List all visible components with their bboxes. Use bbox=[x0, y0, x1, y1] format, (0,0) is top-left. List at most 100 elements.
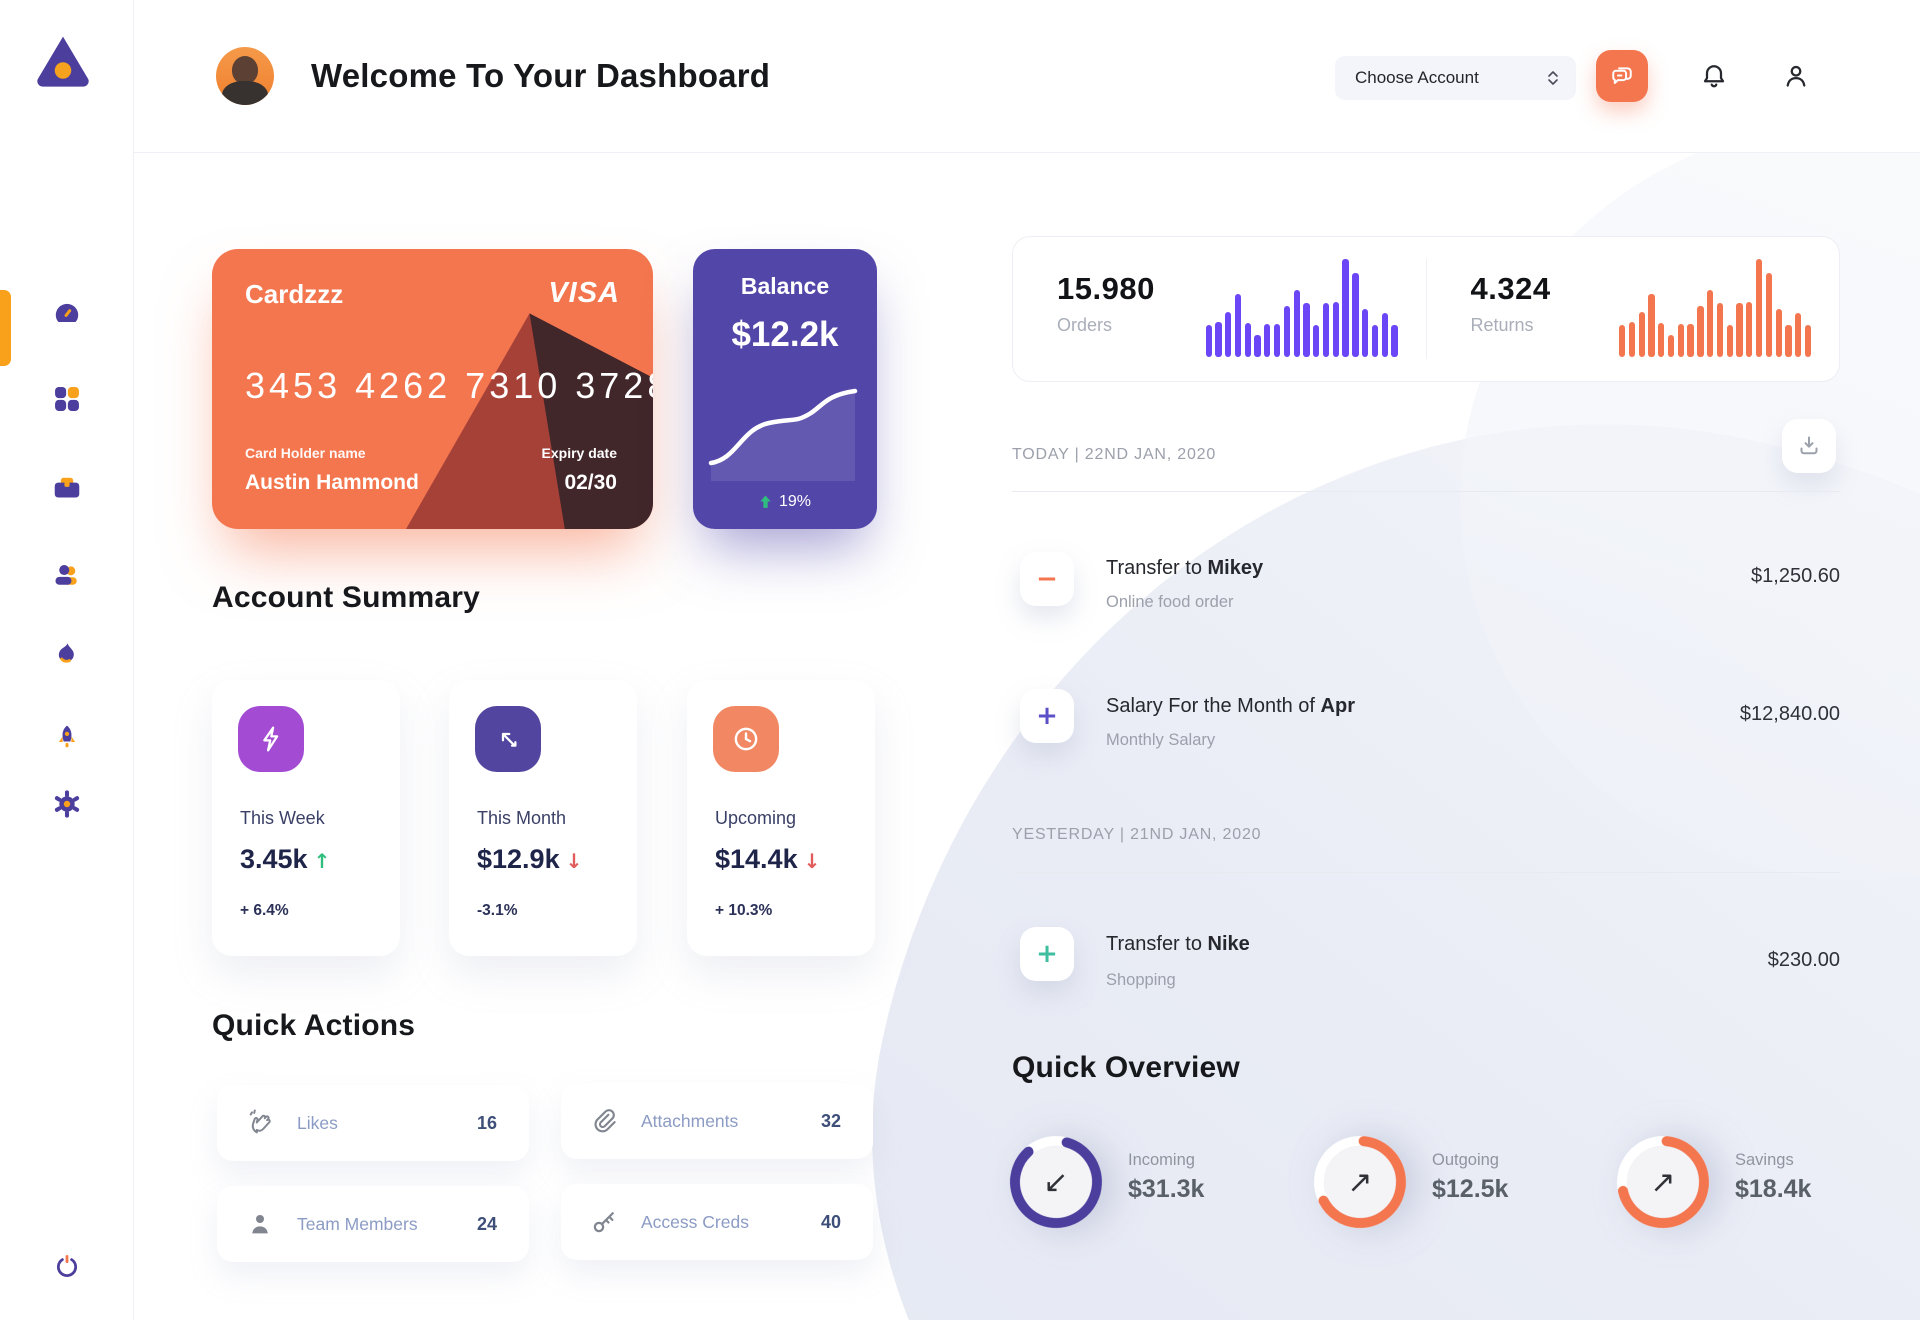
user-avatar[interactable] bbox=[216, 47, 274, 105]
tx-subtitle: Monthly Salary bbox=[1106, 731, 1216, 749]
clap-icon bbox=[249, 1109, 271, 1134]
card-number: 3453 4262 7310 3728 bbox=[245, 365, 653, 406]
flame-icon bbox=[58, 643, 74, 663]
sidebar bbox=[0, 0, 134, 1320]
quick-action-value: 16 bbox=[476, 1112, 497, 1133]
page-title: Welcome To Your Dashboard bbox=[311, 57, 771, 94]
download-icon bbox=[1800, 436, 1818, 455]
sidebar-item-projects[interactable] bbox=[43, 465, 91, 513]
quick-action-label: Team Members bbox=[297, 1213, 418, 1234]
summary-card-this-week[interactable]: This Week 3.45k ↑ + 6.4% bbox=[212, 680, 400, 956]
tx-amount: $230.00 bbox=[1767, 949, 1840, 971]
sidebar-item-settings[interactable] bbox=[43, 780, 91, 828]
top-header: Welcome To Your Dashboard Choose Account bbox=[134, 0, 1920, 153]
power-icon bbox=[56, 1255, 78, 1277]
summary-value: $12.9k ↓ bbox=[477, 844, 583, 874]
summary-card-upcoming[interactable]: Upcoming $14.4k ↓ + 10.3% bbox=[687, 680, 875, 956]
returns-bar-chart bbox=[1619, 259, 1812, 357]
apps-grid-icon bbox=[55, 387, 79, 411]
messages-button[interactable] bbox=[1596, 50, 1648, 102]
quick-action-attachments[interactable]: Attachments 32 bbox=[561, 1083, 873, 1159]
balance-change: 19% bbox=[693, 493, 877, 511]
tx-group-date-today: TODAY | 22ND JAN, 2020 bbox=[1012, 446, 1217, 463]
triangle-logo-icon bbox=[37, 36, 89, 87]
tx-title[interactable]: Transfer to Nike bbox=[1106, 933, 1250, 955]
summary-change: + 10.3% bbox=[715, 902, 773, 919]
tx-title[interactable]: Transfer to Mikey bbox=[1106, 557, 1264, 579]
balance-title: Balance bbox=[740, 273, 830, 299]
overview-value: $31.3k bbox=[1128, 1175, 1205, 1203]
tx-sign-tile: − bbox=[1020, 552, 1074, 606]
summary-change: -3.1% bbox=[477, 902, 518, 919]
quick-action-value: 32 bbox=[820, 1110, 841, 1131]
quick-action-value: 40 bbox=[820, 1211, 841, 1232]
account-summary-title: Account Summary bbox=[212, 581, 481, 614]
summary-label: This Week bbox=[240, 808, 325, 828]
profile-button[interactable] bbox=[1776, 56, 1816, 96]
account-select[interactable]: Choose Account bbox=[1335, 56, 1576, 100]
summary-card-this-month[interactable]: This Month $12.9k ↓ -3.1% bbox=[449, 680, 637, 956]
overview-label: Incoming bbox=[1128, 1151, 1195, 1169]
overview-value: $12.5k bbox=[1432, 1175, 1509, 1203]
quick-actions-title: Quick Actions bbox=[212, 1009, 416, 1042]
tx-title[interactable]: Salary For the Month of Apr bbox=[1106, 695, 1355, 717]
arrow-up-icon bbox=[760, 495, 771, 508]
tx-group-date-yesterday: YESTERDAY | 21ND JAN, 2020 bbox=[1012, 826, 1262, 843]
tx-amount: $12,840.00 bbox=[1739, 703, 1840, 725]
tx-amount: $1,250.60 bbox=[1751, 565, 1840, 587]
trend-icon bbox=[475, 706, 541, 772]
settings-gear-icon bbox=[54, 790, 80, 818]
notifications-button[interactable] bbox=[1694, 56, 1734, 96]
sidebar-item-dashboard[interactable] bbox=[43, 290, 91, 338]
quick-action-team-members[interactable]: Team Members 24 bbox=[217, 1186, 529, 1262]
summary-label: Upcoming bbox=[715, 808, 797, 828]
quick-action-label: Attachments bbox=[641, 1110, 739, 1131]
tx-subtitle: Shopping bbox=[1106, 971, 1176, 989]
sidebar-item-apps[interactable] bbox=[43, 375, 91, 423]
quick-action-access-creds[interactable]: Access Creds 40 bbox=[561, 1184, 873, 1260]
summary-value: 3.45k ↑ bbox=[240, 844, 331, 874]
card-holder-label: Card Holder name bbox=[245, 445, 366, 461]
tx-divider bbox=[1012, 491, 1840, 492]
credit-card[interactable]: Cardzzz VISA 3453 4262 7310 3728 Card Ho… bbox=[212, 249, 653, 529]
bolt-icon bbox=[238, 706, 304, 772]
overview-label: Outgoing bbox=[1432, 1151, 1499, 1169]
plus-icon: + bbox=[1036, 701, 1058, 731]
summary-change: + 6.4% bbox=[240, 902, 289, 919]
quick-action-label: Likes bbox=[297, 1112, 338, 1133]
sidebar-nav bbox=[0, 290, 134, 828]
sidebar-item-launch[interactable] bbox=[43, 715, 91, 763]
overview-label: Savings bbox=[1735, 1151, 1794, 1169]
summary-value: $14.4k ↓ bbox=[715, 844, 821, 874]
balance-card[interactable]: Balance $12.2k 19% bbox=[693, 249, 877, 529]
quick-action-likes[interactable]: Likes 16 bbox=[217, 1085, 529, 1161]
app-logo[interactable] bbox=[32, 30, 94, 92]
quick-action-label: Access Creds bbox=[641, 1211, 749, 1232]
quick-overview-title: Quick Overview bbox=[1012, 1051, 1240, 1084]
tx-divider bbox=[1012, 872, 1840, 873]
team-icon bbox=[55, 565, 77, 585]
orders-label: Orders bbox=[1057, 315, 1113, 335]
visa-logo: VISA bbox=[548, 277, 620, 309]
sidebar-item-team[interactable] bbox=[43, 552, 91, 600]
minus-icon: − bbox=[1036, 564, 1058, 594]
rocket-icon bbox=[58, 725, 76, 748]
returns-value: 4.324 bbox=[1470, 271, 1551, 306]
savings-ring: ↗ bbox=[1613, 1132, 1713, 1232]
arrow-down-left-icon: ↙ bbox=[1043, 1164, 1069, 1200]
account-select-label: Choose Account bbox=[1355, 68, 1479, 87]
stats-divider bbox=[1425, 259, 1427, 359]
logout-button[interactable] bbox=[0, 1252, 134, 1282]
card-expiry-label: Expiry date bbox=[541, 445, 617, 461]
returns-stat: 4.324 Returns bbox=[1427, 237, 1840, 381]
sidebar-active-indicator bbox=[0, 290, 11, 366]
bell-icon bbox=[1703, 65, 1725, 88]
sidebar-item-trending[interactable] bbox=[43, 632, 91, 680]
card-nickname: Cardzzz bbox=[245, 279, 344, 309]
download-button[interactable] bbox=[1782, 419, 1836, 473]
dashboard-icon bbox=[55, 303, 79, 322]
tx-sign-tile: + bbox=[1020, 689, 1074, 743]
chevron-updown-icon bbox=[1548, 71, 1558, 85]
briefcase-icon bbox=[54, 477, 80, 498]
